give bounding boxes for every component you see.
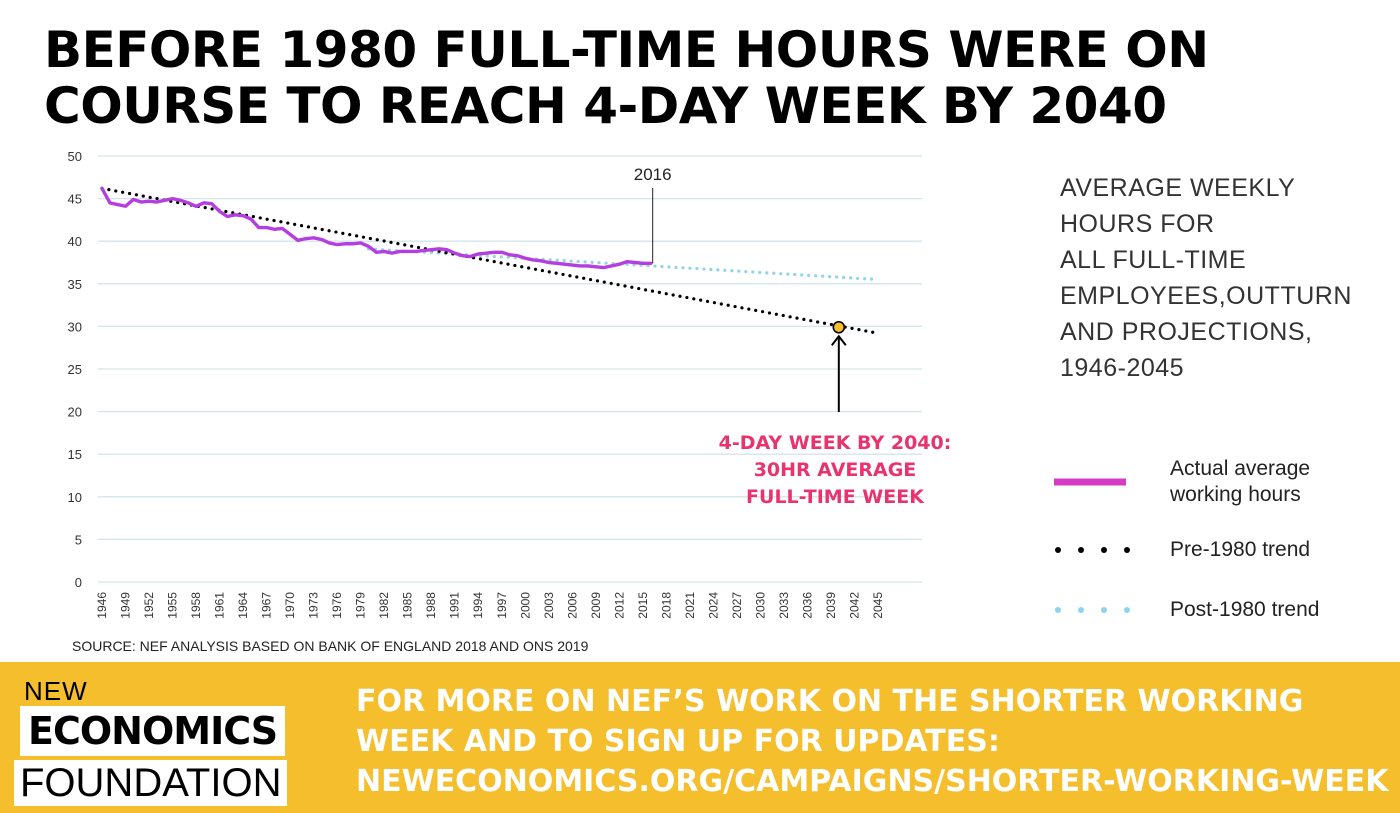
legend-label: Post-1980 trend	[1170, 598, 1320, 621]
x-tick-label: 2042	[847, 592, 861, 619]
x-tick-label: 2039	[824, 592, 838, 619]
x-tick-label: 2033	[777, 592, 791, 619]
legend-item-post-1980: Post-1980 trend	[1054, 580, 1384, 640]
chart-description-line: AND PROJECTIONS,	[1060, 318, 1313, 346]
x-tick-label: 2024	[706, 592, 720, 619]
chart-description-line: 1946-2045	[1060, 354, 1185, 382]
x-tick-label: 1964	[236, 592, 250, 619]
series-line-actual-hours	[100, 186, 653, 270]
x-tick-label: 2009	[589, 592, 603, 619]
legend-swatch-solid	[1054, 478, 1126, 486]
annotation-label-4-day-week: 4-DAY WEEK BY 2040:	[719, 432, 952, 454]
annotation-label-4-day-week: FULL-TIME WEEK	[746, 486, 925, 508]
x-tick-label: 2012	[612, 592, 626, 619]
logo-line-new: NEW	[24, 676, 88, 706]
page-title: BEFORE 1980 FULL-TIME HOURS WERE ON COUR…	[44, 22, 1364, 134]
y-tick-label: 15	[68, 447, 82, 462]
legend-swatch-dotted-black	[1055, 547, 1130, 553]
footer-call-to-action: FOR MORE ON NEF’S WORK ON THE SHORTER WO…	[356, 682, 1389, 802]
nef-logo: NEW ECONOMICS FOUNDATION	[14, 676, 334, 806]
footer-banner: NEW ECONOMICS FOUNDATION FOR MORE ON NEF…	[0, 662, 1400, 813]
y-tick-label: 20	[68, 405, 82, 420]
chart-description-line: HOURS FOR	[1060, 210, 1215, 238]
x-tick-label: 1967	[260, 592, 274, 619]
series-line-pre-1980-trend	[100, 186, 880, 335]
y-tick-label: 50	[68, 149, 82, 164]
annotation-arrow-head	[831, 334, 847, 346]
legend-item-pre-1980: Pre-1980 trend	[1054, 520, 1384, 580]
chart-description-line: AVERAGE WEEKLY	[1060, 174, 1296, 202]
y-tick-label: 10	[68, 490, 82, 505]
x-tick-label: 1973	[307, 592, 321, 619]
legend-label: Pre-1980 trend	[1170, 538, 1311, 561]
y-tick-label: 45	[68, 192, 82, 207]
y-axis-ticks: 0 5 10 15 20 25 30 35 40 45 50	[68, 149, 82, 590]
x-tick-label: 1991	[448, 592, 462, 619]
chart-description-line: EMPLOYEES,OUTTURN	[1060, 282, 1352, 310]
x-tick-label: 1952	[142, 592, 156, 619]
x-tick-label: 2027	[730, 592, 744, 619]
x-tick-label: 1955	[166, 592, 180, 619]
x-tick-label: 1976	[330, 592, 344, 619]
title-line-1: BEFORE 1980 FULL-TIME HOURS WERE ON	[44, 21, 1209, 79]
x-tick-label: 2030	[753, 592, 767, 619]
x-tick-label: 1961	[213, 592, 227, 619]
annotation-label-2016: 2016	[634, 165, 672, 184]
chart-description: AVERAGE WEEKLY HOURS FOR ALL FULL-TIME E…	[1060, 170, 1380, 386]
x-tick-label: 1979	[354, 592, 368, 619]
y-tick-label: 35	[68, 277, 82, 292]
logo-line-economics: ECONOMICS	[20, 706, 286, 756]
series-lines	[100, 186, 880, 335]
x-axis-ticks: 1946 1949 1952 1955 1958 1961 1964 1967 1970 1973…	[95, 592, 885, 619]
legend-label: Actual average working hours	[1170, 457, 1311, 506]
legend-swatch-dotted-blue	[1055, 607, 1130, 613]
y-tick-label: 5	[75, 532, 82, 547]
annotation-marker-2040	[832, 320, 846, 334]
x-tick-label: 1946	[95, 592, 109, 619]
line-chart: 0 5 10 15 20 25 30 35 40 45 50 1946 1949 1952 1955 195…	[68, 149, 952, 619]
x-tick-label: 2006	[565, 592, 579, 619]
chart-description-line: ALL FULL-TIME	[1060, 246, 1247, 274]
annotations: 2016 4-DAY WEEK BY 2040: 30HR AVERAGE FULL-…	[634, 165, 952, 508]
x-tick-label: 2003	[542, 592, 556, 619]
footer-text-line: FOR MORE ON NEF’S WORK ON THE SHORTER WO…	[356, 684, 1304, 719]
legend-item-actual: Actual average working hours	[1054, 452, 1384, 512]
y-tick-label: 40	[68, 234, 82, 249]
source-note: SOURCE: NEF ANALYSIS BASED ON BANK OF EN…	[72, 638, 589, 654]
x-tick-label: 2036	[800, 592, 814, 619]
x-tick-label: 2015	[636, 592, 650, 619]
annotation-label-4-day-week: 30HR AVERAGE	[754, 459, 917, 481]
y-tick-label: 30	[68, 319, 82, 334]
grid-lines	[98, 155, 922, 583]
y-tick-label: 25	[68, 362, 82, 377]
logo-line-foundation: FOUNDATION	[14, 760, 288, 806]
title-line-2: COURSE TO REACH 4-DAY WEEK BY 2040	[44, 77, 1167, 135]
x-tick-label: 1958	[189, 592, 203, 619]
x-tick-label: 1949	[119, 592, 133, 619]
x-tick-label: 1985	[401, 592, 415, 619]
footer-campaign-link[interactable]: NEWECONOMICS.ORG/CAMPAIGNS/SHORTER-WORKI…	[356, 764, 1389, 799]
x-tick-label: 1970	[283, 592, 297, 619]
x-tick-label: 1988	[424, 592, 438, 619]
x-tick-label: 1982	[377, 592, 391, 619]
x-tick-label: 1997	[495, 592, 509, 619]
x-tick-label: 2018	[659, 592, 673, 619]
footer-text-line: WEEK AND TO SIGN UP FOR UPDATES:	[356, 724, 1000, 759]
x-tick-label: 2045	[871, 592, 885, 619]
x-tick-label: 2021	[683, 592, 697, 619]
y-tick-label: 0	[75, 575, 82, 590]
x-tick-label: 1994	[471, 592, 485, 619]
x-tick-label: 2000	[518, 592, 532, 619]
